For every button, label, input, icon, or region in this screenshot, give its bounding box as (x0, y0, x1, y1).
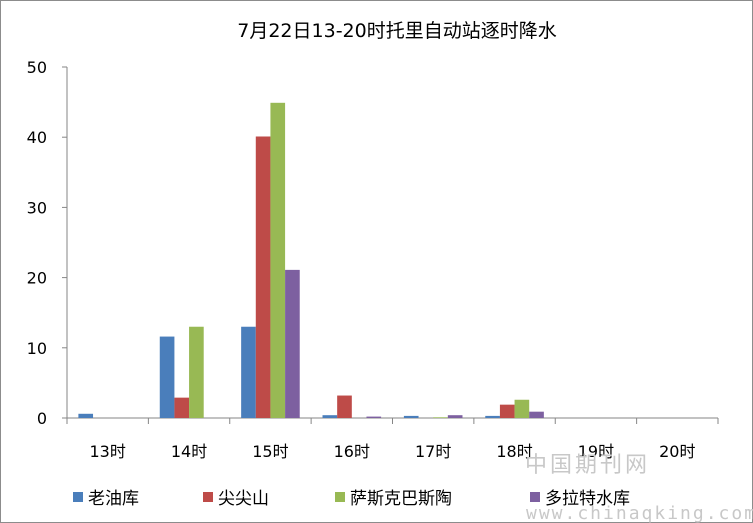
x-tick-label: 17时 (415, 442, 451, 461)
y-tick-label: 0 (37, 409, 47, 428)
legend-swatch (335, 492, 345, 502)
legend-label: 尖尖山 (218, 489, 269, 509)
watermark-text-url: www.chinaqking.com (526, 503, 753, 523)
bar (174, 397, 190, 418)
bar (499, 404, 515, 418)
x-tick-label: 19时 (578, 442, 614, 461)
x-tick-label: 20时 (659, 442, 695, 461)
bar (514, 399, 530, 418)
watermark: 中国期刊网 www.chinaqking.com (525, 453, 753, 523)
bar (433, 417, 448, 418)
bar (485, 415, 500, 418)
bar (285, 269, 300, 418)
x-tick-label: 15时 (252, 442, 288, 461)
bar (447, 415, 463, 418)
watermark-text-cn: 中国期刊网 (525, 453, 650, 478)
bar (322, 415, 338, 418)
x-tick-label: 14时 (171, 442, 207, 461)
bar (159, 336, 175, 418)
bar (529, 411, 544, 418)
y-tick-label: 30 (27, 198, 47, 217)
bar (255, 136, 271, 419)
y-tick-label: 20 (27, 269, 47, 288)
bar (270, 102, 286, 418)
y-tick-label: 40 (27, 128, 47, 147)
legend-label: 多拉特水库 (545, 489, 630, 509)
bar (337, 395, 352, 418)
bar (189, 326, 204, 418)
bar (78, 413, 94, 418)
plot-area: 0 10 20 30 40 50 13时 14时 15时 16时 17时 18时 19时 20时 (27, 58, 719, 461)
legend-swatch (73, 492, 83, 502)
legend-swatch (530, 492, 540, 502)
legend-label: 萨斯克巴斯陶 (350, 489, 452, 509)
legend-label: 老油库 (88, 489, 139, 509)
x-tick-label: 18时 (496, 442, 532, 461)
x-tick-label: 16时 (334, 442, 370, 461)
legend-swatch (203, 492, 213, 502)
legend: 老油库 尖尖山 萨斯克巴斯陶 多拉特水库 (73, 489, 630, 509)
y-tick-label: 10 (27, 339, 47, 358)
bar (241, 326, 256, 418)
bar (403, 415, 419, 418)
chart-title: 7月22日13-20时托里自动站逐时降水 (237, 20, 556, 42)
x-tick-label: 13时 (90, 442, 126, 461)
y-tick-label: 50 (27, 58, 47, 77)
bar (366, 416, 382, 418)
